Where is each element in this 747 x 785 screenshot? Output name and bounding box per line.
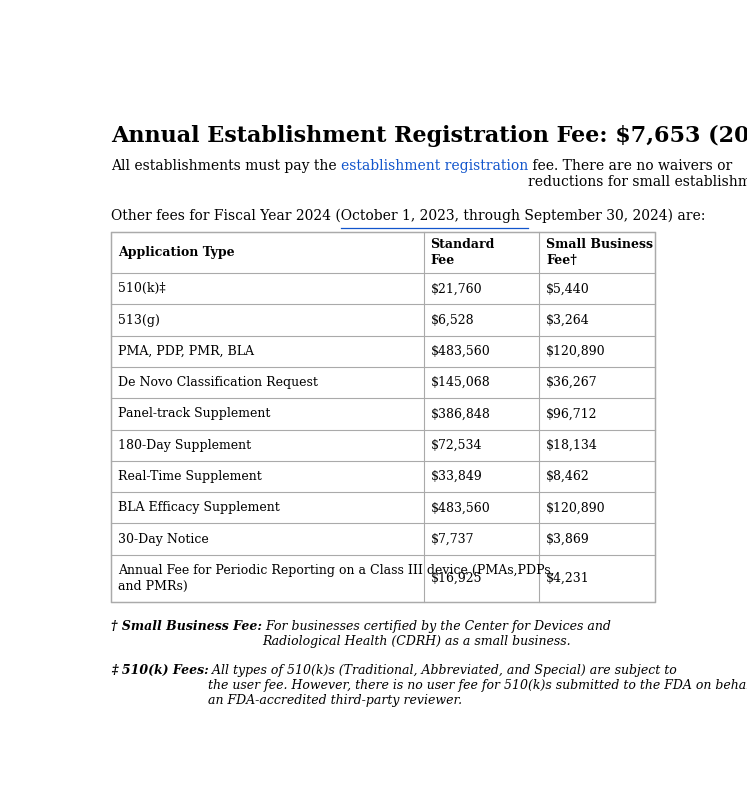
Text: $3,264: $3,264	[546, 313, 590, 327]
Text: PMA, PDP, PMR, BLA: PMA, PDP, PMR, BLA	[118, 345, 254, 358]
Text: Small Business
Fee†: Small Business Fee†	[546, 238, 653, 267]
Text: For businesses certified by the Center for Devices and
Radiological Health (CDRH: For businesses certified by the Center f…	[261, 620, 610, 648]
Text: Panel-track Supplement: Panel-track Supplement	[118, 407, 270, 421]
Text: Annual Establishment Registration Fee: $7,653 (2024): Annual Establishment Registration Fee: $…	[111, 125, 747, 147]
Text: $483,560: $483,560	[430, 345, 490, 358]
Text: $120,890: $120,890	[546, 502, 606, 514]
Text: BLA Efficacy Supplement: BLA Efficacy Supplement	[118, 502, 279, 514]
Text: Real-Time Supplement: Real-Time Supplement	[118, 470, 261, 483]
Text: 180-Day Supplement: 180-Day Supplement	[118, 439, 251, 451]
Text: 510(k)‡: 510(k)‡	[118, 283, 165, 295]
Text: fee. There are no waivers or
reductions for small establishments, businesses, or: fee. There are no waivers or reductions …	[528, 159, 747, 189]
Text: Other fees for Fiscal Year 2024 (October 1, 2023, through September 30, 2024) ar: Other fees for Fiscal Year 2024 (October…	[111, 209, 705, 224]
Text: Standard
Fee: Standard Fee	[430, 238, 495, 267]
Text: De Novo Classification Request: De Novo Classification Request	[118, 376, 317, 389]
Text: Application Type: Application Type	[118, 246, 235, 259]
Text: Annual Fee for Periodic Reporting on a Class III device (PMAs,PDPs,
and PMRs): Annual Fee for Periodic Reporting on a C…	[118, 564, 554, 593]
Text: $72,534: $72,534	[430, 439, 482, 451]
Text: All types of 510(k)s (Traditional, Abbreviated, and Special) are subject to
the : All types of 510(k)s (Traditional, Abbre…	[208, 663, 747, 706]
Text: † Small Business Fee:: † Small Business Fee:	[111, 620, 261, 633]
Text: $5,440: $5,440	[546, 283, 590, 295]
Text: ‡ 510(k) Fees:: ‡ 510(k) Fees:	[111, 663, 208, 677]
Text: $21,760: $21,760	[430, 283, 483, 295]
Text: $145,068: $145,068	[430, 376, 490, 389]
Text: $3,869: $3,869	[546, 533, 590, 546]
Text: $8,462: $8,462	[546, 470, 590, 483]
Text: All establishments must pay the: All establishments must pay the	[111, 159, 341, 173]
Text: $18,134: $18,134	[546, 439, 598, 451]
Text: $96,712: $96,712	[546, 407, 598, 421]
Text: 513(g): 513(g)	[118, 313, 160, 327]
Text: $4,231: $4,231	[546, 571, 590, 585]
Text: $7,737: $7,737	[430, 533, 474, 546]
Text: $33,849: $33,849	[430, 470, 483, 483]
Text: $483,560: $483,560	[430, 502, 490, 514]
Text: $6,528: $6,528	[430, 313, 474, 327]
Text: $120,890: $120,890	[546, 345, 606, 358]
Text: $16,925: $16,925	[430, 571, 482, 585]
Text: $386,848: $386,848	[430, 407, 491, 421]
Text: 30-Day Notice: 30-Day Notice	[118, 533, 208, 546]
Text: establishment registration: establishment registration	[341, 159, 528, 173]
Text: $36,267: $36,267	[546, 376, 598, 389]
